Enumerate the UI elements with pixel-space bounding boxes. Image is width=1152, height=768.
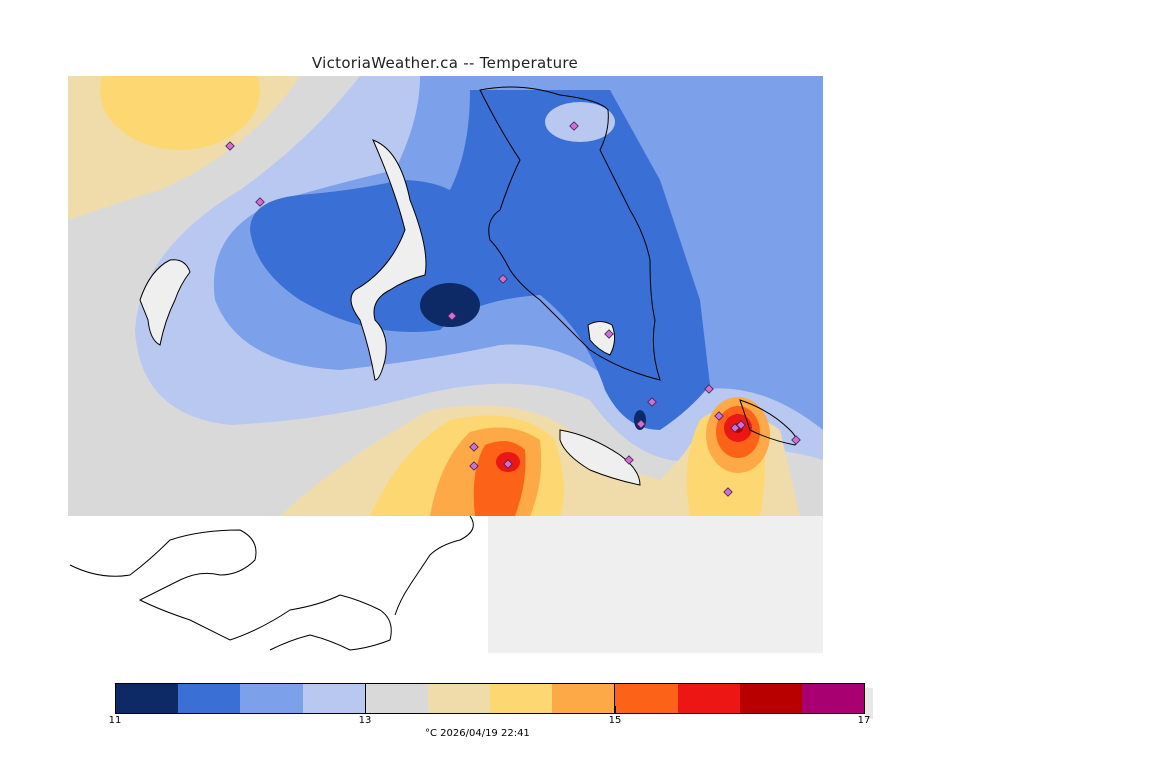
- tick-label-17: 17: [857, 715, 871, 726]
- station-marker: [498, 274, 508, 284]
- no-data-area: [68, 516, 488, 653]
- station-marker: [225, 141, 235, 151]
- station-marker: [447, 311, 457, 321]
- colorbar-bin: [739, 684, 802, 713]
- coastlines: [69, 86, 798, 651]
- colorbar-bin: [490, 684, 553, 713]
- colorbar-bin: [677, 684, 740, 713]
- colorbar-bin: [427, 684, 491, 713]
- coastline-west-island: [139, 259, 191, 346]
- map-title: VictoriaWeather.ca -- Temperature: [311, 54, 579, 72]
- colorbar-bin: [801, 684, 865, 713]
- station-marker: [604, 329, 614, 339]
- station-marker: [647, 397, 657, 407]
- station-marker: [503, 459, 513, 469]
- coastline-lower-land: [69, 529, 392, 651]
- station-marker: [723, 487, 733, 497]
- coastline-north-peninsula: [479, 86, 661, 381]
- station-marker: [624, 455, 634, 465]
- colorbar-bin: [364, 684, 428, 713]
- contour-top-lightblue: [545, 102, 615, 142]
- colorbar-bin: [178, 684, 241, 713]
- colorbar-bin: [302, 684, 365, 713]
- station-marker: [736, 420, 746, 430]
- station-marker: [469, 461, 479, 471]
- coastline-small-island: [587, 321, 616, 356]
- coastline-central-inlet: [350, 139, 427, 381]
- station-marker: [255, 197, 265, 207]
- coastline-south-spit: [559, 429, 641, 486]
- tick-label-15: 15: [608, 715, 622, 726]
- tick-mark-15: [615, 706, 616, 714]
- colorbar-bin: [552, 684, 615, 713]
- temperature-colorbar: [115, 683, 865, 714]
- station-marker: [791, 435, 801, 445]
- tick-label-11: 11: [108, 715, 122, 726]
- station-markers[interactable]: [225, 121, 801, 497]
- contour-nw-yellow: [100, 76, 260, 150]
- tick-label-13: 13: [358, 715, 372, 726]
- tick-mark-17: [864, 706, 865, 714]
- colorbar-bin: [116, 684, 179, 713]
- coastline-lower-east: [394, 515, 474, 616]
- colorbar-shadow: [865, 688, 873, 719]
- station-marker: [704, 384, 714, 394]
- contour-dark-core: [420, 283, 480, 327]
- station-marker: [636, 419, 646, 429]
- tick-mark-11: [115, 706, 116, 714]
- tick-mark-13: [365, 706, 366, 714]
- colorbar-bin: [240, 684, 303, 713]
- station-marker: [569, 121, 579, 131]
- contour-south-darkorange: [473, 441, 526, 516]
- units-timestamp: °C 2026/04/19 22:41: [425, 728, 530, 739]
- station-marker: [714, 411, 724, 421]
- colorbar-bin: [614, 684, 678, 713]
- station-marker: [469, 442, 479, 452]
